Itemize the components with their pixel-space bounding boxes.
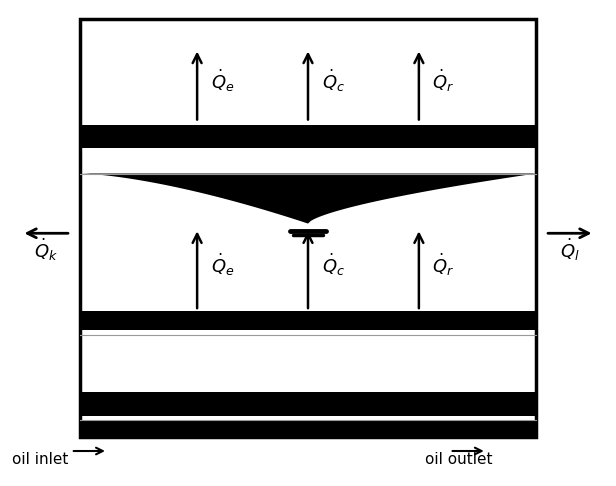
Bar xyxy=(80,125,536,148)
Text: $\dot{Q}_c$: $\dot{Q}_c$ xyxy=(322,252,345,278)
Text: $\dot{Q}_k$: $\dot{Q}_k$ xyxy=(34,237,59,263)
Bar xyxy=(80,392,536,416)
Polygon shape xyxy=(80,174,536,224)
Text: oil outlet: oil outlet xyxy=(425,452,493,467)
Bar xyxy=(80,19,536,437)
Text: $\dot{Q}_e$: $\dot{Q}_e$ xyxy=(211,68,234,94)
Text: $\dot{Q}_l$: $\dot{Q}_l$ xyxy=(560,237,580,263)
Text: oil inlet: oil inlet xyxy=(12,452,69,467)
Text: $\dot{Q}_r$: $\dot{Q}_r$ xyxy=(432,252,455,278)
Text: $\dot{Q}_c$: $\dot{Q}_c$ xyxy=(322,68,345,94)
Bar xyxy=(80,311,536,330)
Text: $\dot{Q}_r$: $\dot{Q}_r$ xyxy=(432,68,455,94)
Bar xyxy=(80,420,536,437)
Text: $\dot{Q}_e$: $\dot{Q}_e$ xyxy=(211,252,234,278)
